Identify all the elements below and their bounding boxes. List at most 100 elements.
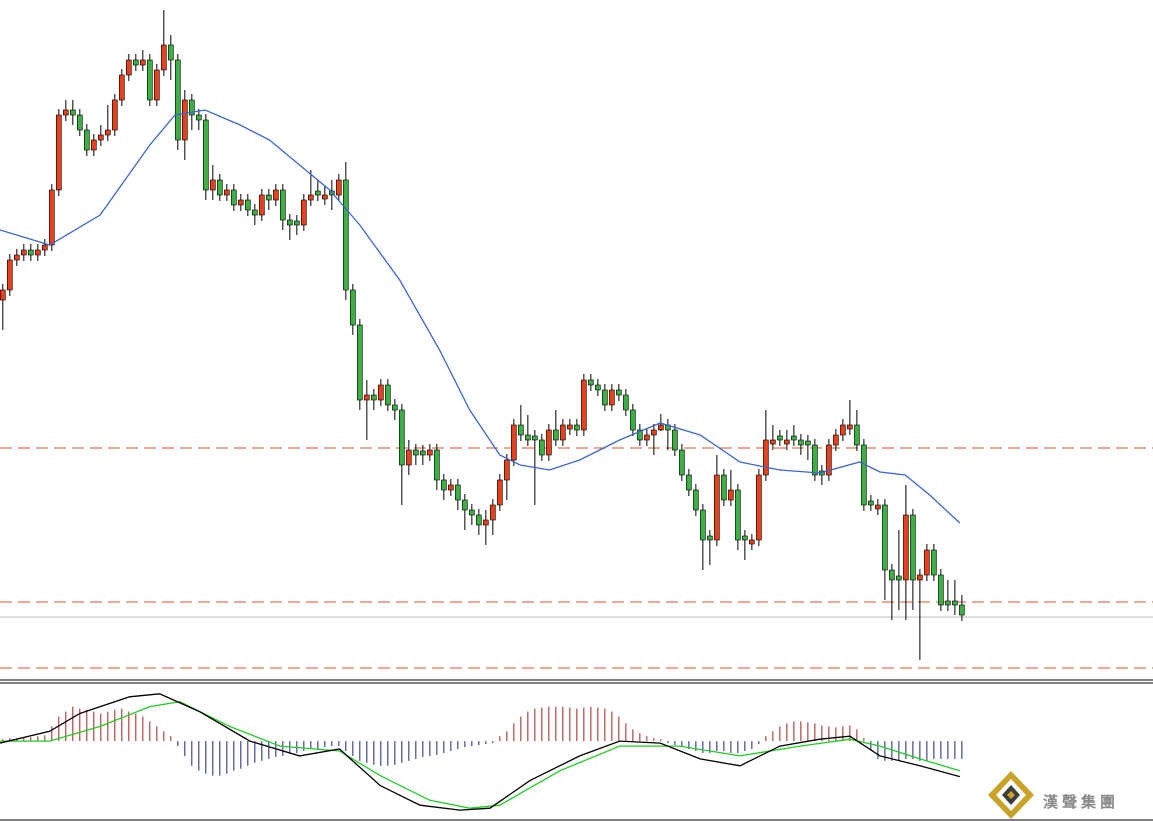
candle-body xyxy=(700,509,706,541)
indicator-line xyxy=(0,109,961,524)
candle-body xyxy=(567,424,573,430)
candle-body xyxy=(280,189,286,221)
candle-body xyxy=(175,59,181,141)
candle-body xyxy=(679,449,685,476)
candle-body xyxy=(693,489,699,511)
candle-body xyxy=(406,449,412,466)
candle-body xyxy=(861,444,867,506)
candle-body xyxy=(196,114,202,121)
candle-body xyxy=(917,574,923,581)
candle-body xyxy=(154,69,160,101)
candle-body xyxy=(7,259,13,291)
candle-body xyxy=(245,199,251,211)
candle-body xyxy=(602,389,608,406)
candle-body xyxy=(595,384,601,391)
candle-body xyxy=(784,439,790,445)
candle-body xyxy=(588,379,594,386)
candle-body xyxy=(413,449,419,456)
candle-body xyxy=(308,194,314,201)
candle-body xyxy=(343,179,349,291)
candle-body xyxy=(735,489,741,541)
candle-body xyxy=(546,429,552,456)
candle-body xyxy=(14,254,20,261)
candle-body xyxy=(77,114,83,131)
candle-body xyxy=(483,519,489,526)
candle-body xyxy=(875,504,881,510)
candle-body xyxy=(644,434,650,441)
candle-body xyxy=(147,59,153,101)
candle-body xyxy=(833,434,839,446)
candle-body xyxy=(364,394,370,401)
candle-body xyxy=(35,249,41,256)
candle-body xyxy=(553,429,559,441)
candle-body xyxy=(868,500,874,506)
indicator-line xyxy=(0,693,960,811)
candle-body xyxy=(462,499,468,511)
candle-body xyxy=(763,439,769,476)
candle-body xyxy=(119,74,125,101)
candle-body xyxy=(434,449,440,481)
candle-body xyxy=(105,129,111,136)
candle-body xyxy=(616,389,622,396)
candle-body xyxy=(770,439,776,445)
candle-body xyxy=(889,569,895,581)
candle-body xyxy=(756,474,762,541)
candle-body xyxy=(560,424,566,441)
candle-body xyxy=(140,59,146,66)
candle-body xyxy=(441,479,447,491)
candle-body xyxy=(518,424,524,436)
candle-body xyxy=(658,424,664,431)
logo xyxy=(988,771,1034,819)
candle-body xyxy=(133,59,139,66)
candle-body xyxy=(427,449,433,456)
candle-body xyxy=(378,384,384,401)
candle-body xyxy=(532,435,538,441)
candle-body xyxy=(161,44,167,71)
candle-body xyxy=(511,424,517,461)
candle-body xyxy=(392,404,398,411)
candle-body xyxy=(574,424,580,431)
candle-body xyxy=(0,289,6,301)
candle-body xyxy=(42,244,48,251)
candle-body xyxy=(504,459,510,481)
candle-body xyxy=(399,409,405,466)
candle-body xyxy=(385,384,391,406)
candle-body xyxy=(525,434,531,441)
candle-body xyxy=(84,129,90,151)
candle-body xyxy=(287,219,293,226)
candle-body xyxy=(217,179,223,196)
candle-body xyxy=(189,99,195,116)
candle-body xyxy=(126,59,132,76)
candle-body xyxy=(945,600,951,606)
candle-body xyxy=(371,394,377,401)
candle-body xyxy=(910,514,916,581)
candle-body xyxy=(238,199,244,206)
candle-body xyxy=(630,409,636,431)
candle-body xyxy=(98,134,104,141)
candle-body xyxy=(854,424,860,446)
candle-body xyxy=(714,474,720,541)
candle-body xyxy=(322,194,328,200)
candle-body xyxy=(224,189,230,196)
candle-body xyxy=(742,535,748,541)
watermark: 漢聲集團 xyxy=(1043,793,1119,811)
candle-body xyxy=(63,109,69,116)
candle-body xyxy=(938,574,944,606)
candle-body xyxy=(749,539,755,545)
candle-body xyxy=(21,249,27,256)
candle-body xyxy=(455,484,461,501)
candle-body xyxy=(182,99,188,141)
candle-body xyxy=(707,535,713,541)
candle-body xyxy=(924,549,930,576)
indicator-line xyxy=(0,701,960,809)
candle-body xyxy=(301,199,307,226)
candle-body xyxy=(259,194,265,216)
candle-body xyxy=(112,99,118,131)
candle-body xyxy=(882,504,888,571)
candle-body xyxy=(791,435,797,441)
candle-body xyxy=(896,575,902,581)
candle-body xyxy=(49,189,55,246)
candle-body xyxy=(805,440,811,446)
candle-body xyxy=(959,604,965,616)
